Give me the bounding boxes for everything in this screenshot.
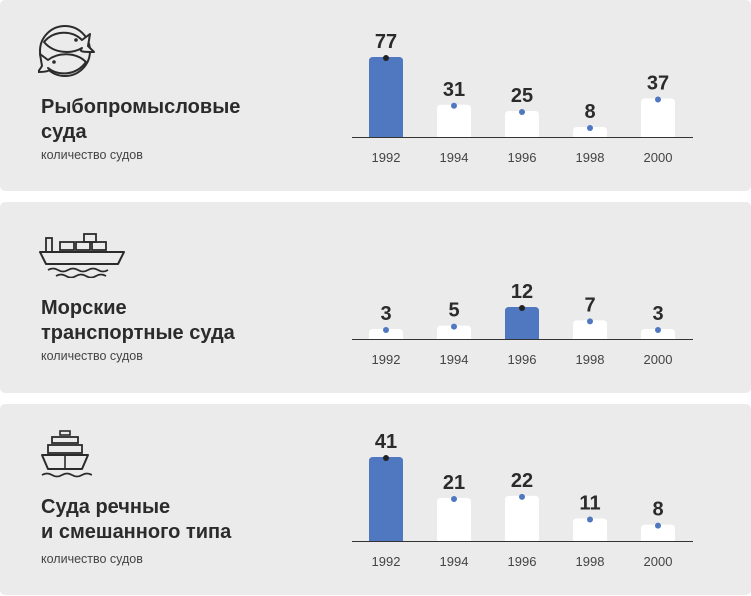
bar-marker-dot xyxy=(655,327,661,333)
bar-marker-dot xyxy=(383,327,389,333)
bar-2000 xyxy=(641,524,675,541)
bar-1998 xyxy=(573,127,607,137)
fish-icon xyxy=(37,24,100,85)
chart-river-vessels: 41 1992 21 1994 22 1996 11 1998 8 2000 xyxy=(352,431,693,569)
panel-title: Суда речные и смешанного типа xyxy=(41,496,232,543)
data-label: 22 xyxy=(511,470,533,492)
x-tick-label: 1992 xyxy=(372,352,401,367)
bar-1996 xyxy=(505,495,539,541)
data-label: 77 xyxy=(375,31,397,53)
x-tick-label: 1998 xyxy=(576,150,605,165)
river-ship-icon xyxy=(38,429,93,484)
bar-marker-dot xyxy=(383,455,389,461)
bar-marker-dot xyxy=(587,318,593,325)
bar-marker-dot xyxy=(587,516,593,523)
data-label: 21 xyxy=(443,472,465,494)
bar-marker-dot xyxy=(383,55,389,61)
bar-1992 xyxy=(369,57,403,137)
bar-marker-dot xyxy=(451,495,457,502)
data-label: 5 xyxy=(448,300,459,322)
x-tick-label: 2000 xyxy=(644,352,673,367)
data-label: 8 xyxy=(652,499,663,521)
x-tick-label: 1996 xyxy=(508,150,537,165)
x-tick-label: 1992 xyxy=(372,554,401,569)
panel-title: Рыбопромысловые суда xyxy=(41,96,241,143)
bar-1994 xyxy=(437,104,471,137)
data-label: 3 xyxy=(652,303,663,325)
bar-marker-dot xyxy=(519,493,525,500)
chart-fishing-vessels: 77 1992 31 1994 25 1996 8 1998 37 2000 xyxy=(352,31,693,165)
x-tick-label: 1998 xyxy=(576,352,605,367)
data-label: 31 xyxy=(443,79,465,101)
bar-1992 xyxy=(369,329,403,339)
x-tick-label: 1992 xyxy=(372,150,401,165)
x-tick-label: 1996 xyxy=(508,352,537,367)
panel-subtitle: количество судов xyxy=(41,552,143,566)
data-label: 3 xyxy=(380,303,391,325)
x-tick-label: 1996 xyxy=(508,554,537,569)
bar-marker-dot xyxy=(519,305,525,311)
panel-sea-transport-vessels: Морские транспортные суда количество суд… xyxy=(0,202,751,393)
panel-fishing-vessels: Рыбопромысловые суда количество судов 77… xyxy=(0,0,751,191)
data-label: 37 xyxy=(647,73,669,95)
x-tick-label: 2000 xyxy=(644,150,673,165)
cargo-ship-icon xyxy=(38,232,128,283)
chart-sea-transport-vessels: 3 1992 5 1994 12 1996 7 1998 3 2000 xyxy=(352,281,693,367)
bar-marker-dot xyxy=(587,125,593,131)
x-tick-label: 2000 xyxy=(644,554,673,569)
data-label: 41 xyxy=(375,431,397,453)
bar-marker-dot xyxy=(451,323,457,330)
x-tick-label: 1998 xyxy=(576,554,605,569)
bar-1998 xyxy=(573,518,607,541)
bar-marker-dot xyxy=(655,96,661,103)
bar-marker-dot xyxy=(519,109,525,116)
bar-2000 xyxy=(641,98,675,137)
x-tick-label: 1994 xyxy=(440,352,469,367)
bar-1996 xyxy=(505,307,539,339)
bar-1994 xyxy=(437,497,471,541)
bar-1992 xyxy=(369,457,403,541)
panel-subtitle: количество судов xyxy=(41,148,143,162)
data-label: 8 xyxy=(584,101,595,123)
x-tick-label: 1994 xyxy=(440,554,469,569)
panel-subtitle: количество судов xyxy=(41,349,143,363)
data-label: 11 xyxy=(579,492,600,514)
x-tick-label: 1994 xyxy=(440,150,469,165)
bar-1998 xyxy=(573,320,607,339)
bar-2000 xyxy=(641,329,675,339)
panel-river-vessels: Суда речные и смешанного типа количество… xyxy=(0,404,751,595)
panel-title: Морские транспортные суда xyxy=(41,297,235,344)
bar-marker-dot xyxy=(655,522,661,529)
data-label: 7 xyxy=(584,294,595,316)
bar-1996 xyxy=(505,111,539,137)
data-label: 25 xyxy=(511,85,533,107)
bar-marker-dot xyxy=(451,102,457,109)
bar-1994 xyxy=(437,325,471,339)
data-label: 12 xyxy=(511,281,533,303)
